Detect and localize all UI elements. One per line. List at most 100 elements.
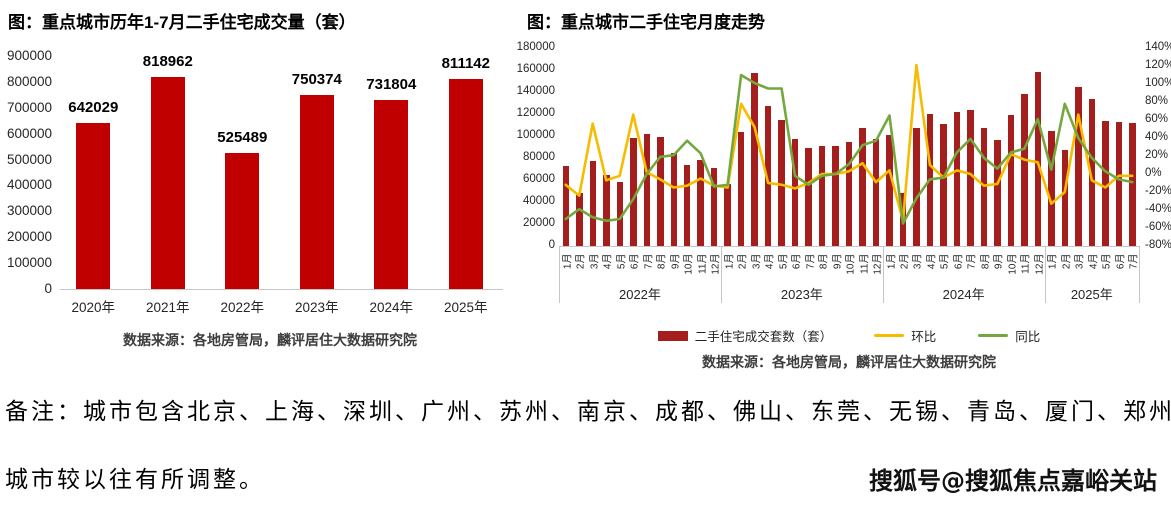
bar (710, 167, 718, 246)
right-axis-tick-label: -60% (1145, 221, 1171, 233)
right-axis-tick-label: 60% (1145, 113, 1169, 125)
year-label: 2025年 (1070, 287, 1113, 302)
bar-value-label: 811142 (441, 55, 490, 72)
bar (940, 123, 947, 246)
bar (886, 134, 893, 246)
bar (589, 161, 596, 246)
left-axis-tick-label: 140000 (516, 85, 555, 97)
left-axis-tick-label: 20000 (523, 217, 555, 229)
bar-value-label: 525489 (217, 129, 268, 146)
left-axis-tick-label: 100000 (516, 129, 555, 141)
year-label: 2022年 (618, 287, 661, 302)
bar (1102, 120, 1109, 246)
y-axis-tick-label: 500000 (6, 151, 52, 167)
bar (76, 122, 111, 289)
bar (1129, 122, 1136, 246)
watermark: 搜狐号@搜狐焦点嘉峪关站 (869, 467, 1157, 495)
bar (657, 137, 664, 246)
legend-line-swatch (874, 333, 905, 338)
bar (980, 128, 988, 246)
left-axis-tick-label: 60000 (523, 173, 555, 185)
legend-item: 环比 (874, 326, 936, 345)
x-axis-line (559, 246, 1139, 247)
right-axis-tick-label: 20% (1145, 149, 1169, 161)
bar (448, 79, 483, 289)
bar (299, 94, 334, 289)
y-axis-tick-label: 400000 (6, 177, 52, 193)
left-axis-tick-label: 40000 (523, 195, 555, 207)
year-separator (720, 246, 722, 303)
legend-line-swatch (978, 333, 1009, 338)
year-separator (882, 246, 884, 303)
bar (670, 152, 677, 246)
x-axis-category-label: 2020年 (71, 300, 116, 315)
x-axis-category-label: 2021年 (146, 300, 190, 315)
year-separator (1139, 246, 1140, 303)
bar (1088, 98, 1096, 246)
legend-item: 同比 (978, 326, 1040, 345)
right-axis-tick-label: -20% (1145, 185, 1171, 197)
y-axis-tick-label: 700000 (6, 99, 52, 115)
x-axis-category-label: 2023年 (295, 300, 339, 315)
right-axis-tick-label: 80% (1145, 95, 1169, 107)
y-axis-tick-label: 800000 (6, 73, 52, 89)
right-axis-tick-label: 140% (1145, 41, 1171, 53)
y-axis-tick-label: 0 (44, 281, 52, 296)
year-separator (559, 246, 560, 303)
bar (1115, 121, 1123, 246)
legend-label: 同比 (1015, 330, 1041, 344)
bar (643, 133, 650, 246)
bar (1075, 86, 1082, 246)
y-axis-tick-label: 600000 (6, 125, 52, 141)
bar-value-label: 731804 (366, 75, 417, 93)
legend-label: 环比 (911, 330, 937, 344)
bar (562, 165, 569, 246)
annual-chart-source: 数据来源：各地房管局，麟评居住大数据研究院 (123, 332, 417, 348)
right-axis-tick-label: -80% (1145, 239, 1171, 251)
annual-chart-title: 图：重点城市历年1-7月二手住宅成交量（套） (8, 13, 356, 32)
x-axis-category-label: 2024年 (369, 300, 414, 315)
bar (724, 184, 731, 246)
right-axis-tick-label: 120% (1145, 59, 1171, 71)
bar (683, 164, 691, 246)
y-axis-tick-label: 300000 (6, 203, 52, 219)
note-line-2: 城市较以往有所调整。 (5, 467, 265, 492)
note-line-1: 备注：城市包含北京、上海、深圳、广州、苏州、南京、成都、佛山、东莞、无锡、青岛、… (5, 399, 1171, 424)
left-axis-tick-label: 160000 (516, 63, 555, 75)
left-axis-tick-label: 80000 (523, 151, 555, 163)
bar (737, 131, 745, 246)
left-axis-tick-label: 0 (548, 239, 555, 251)
bar (953, 111, 961, 246)
legend-label: 二手住宅成交套数（套） (694, 330, 833, 344)
year-label: 2024年 (942, 287, 985, 302)
bar (1021, 94, 1028, 246)
bar (872, 139, 880, 246)
bar (697, 160, 704, 246)
legend-item: 二手住宅成交套数（套） (657, 326, 833, 345)
x-axis-category-label: 2022年 (220, 300, 265, 315)
bar (859, 128, 866, 246)
year-label: 2023年 (780, 287, 823, 302)
bar (374, 99, 409, 289)
monthly-chart-legend: 二手住宅成交套数（套） 环比 同比 (549, 326, 1149, 345)
y-axis-tick-label: 100000 (6, 255, 52, 271)
bar (805, 148, 812, 246)
bar-value-label: 750374 (291, 70, 342, 88)
bar (832, 145, 839, 246)
bar (791, 139, 799, 246)
bar (913, 128, 920, 246)
bar (845, 141, 853, 246)
bar (1048, 130, 1055, 246)
right-axis-tick-label: -40% (1145, 203, 1171, 215)
bar (630, 138, 637, 246)
bar (603, 174, 610, 246)
right-axis-tick-label: 40% (1145, 131, 1169, 143)
bar (1061, 150, 1069, 246)
bar-value-label: 642029 (68, 98, 119, 116)
bar (778, 119, 785, 246)
year-separator (1044, 246, 1046, 303)
bar (150, 77, 185, 289)
left-axis-tick-label: 180000 (516, 41, 555, 53)
